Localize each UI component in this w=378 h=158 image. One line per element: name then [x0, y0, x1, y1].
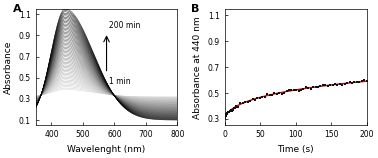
Point: [293, 89, 299, 91]
Point: [269, 94, 275, 97]
Point: [229, 109, 235, 112]
Point: [301, 88, 307, 90]
Point: [231, 107, 237, 110]
Y-axis label: Absorbance at 440 nm: Absorbance at 440 nm: [194, 16, 202, 118]
Point: [222, 116, 228, 118]
Point: [223, 113, 229, 116]
Point: [232, 107, 238, 109]
Point: [335, 83, 341, 86]
Point: [274, 93, 280, 96]
X-axis label: Wavelenght (nm): Wavelenght (nm): [67, 145, 146, 154]
Point: [291, 89, 297, 92]
Point: [344, 81, 350, 84]
Point: [327, 84, 333, 87]
Point: [252, 98, 258, 101]
Point: [337, 83, 343, 85]
Point: [322, 84, 328, 86]
Point: [228, 109, 234, 111]
Point: [223, 115, 229, 117]
Point: [296, 89, 302, 92]
Point: [271, 92, 277, 94]
Point: [264, 93, 270, 95]
Point: [349, 81, 355, 84]
Point: [356, 81, 363, 84]
Text: 200 min: 200 min: [109, 21, 141, 30]
Point: [332, 82, 338, 85]
Point: [223, 114, 229, 116]
Point: [310, 86, 316, 88]
Point: [364, 80, 370, 82]
Point: [303, 86, 309, 89]
Point: [325, 85, 331, 87]
Point: [226, 111, 232, 113]
Point: [354, 81, 360, 83]
Point: [262, 95, 268, 98]
Text: B: B: [191, 4, 199, 14]
Point: [224, 112, 230, 115]
Point: [254, 97, 260, 99]
Point: [288, 89, 294, 92]
Text: A: A: [13, 4, 22, 14]
Point: [352, 80, 358, 83]
Point: [224, 112, 230, 114]
Point: [232, 106, 239, 109]
Point: [224, 113, 230, 115]
Point: [298, 88, 304, 91]
Point: [266, 94, 273, 96]
Point: [225, 111, 231, 113]
Point: [347, 81, 353, 83]
Point: [232, 105, 239, 108]
Point: [222, 116, 228, 119]
Point: [279, 93, 285, 95]
Point: [235, 105, 241, 108]
Point: [237, 102, 243, 104]
Point: [249, 98, 256, 101]
Point: [247, 100, 253, 102]
Point: [281, 92, 287, 94]
Point: [305, 86, 311, 89]
Y-axis label: Absorbance: Absorbance: [4, 41, 13, 94]
Point: [230, 109, 236, 111]
Point: [313, 86, 319, 88]
Point: [361, 79, 367, 82]
Point: [342, 83, 348, 86]
Point: [240, 102, 246, 105]
Point: [276, 91, 282, 94]
X-axis label: Time (s): Time (s): [277, 145, 314, 154]
Point: [257, 97, 263, 99]
Point: [318, 85, 324, 87]
Point: [259, 96, 265, 98]
Point: [242, 101, 248, 103]
Point: [359, 80, 365, 83]
Point: [308, 88, 314, 90]
Point: [223, 114, 229, 117]
Point: [339, 83, 345, 86]
Point: [330, 83, 336, 86]
Point: [245, 101, 251, 104]
Point: [284, 90, 290, 93]
Text: 1 min: 1 min: [109, 77, 131, 86]
Point: [315, 86, 321, 88]
Point: [286, 89, 292, 92]
Point: [320, 84, 326, 86]
Point: [227, 110, 233, 112]
